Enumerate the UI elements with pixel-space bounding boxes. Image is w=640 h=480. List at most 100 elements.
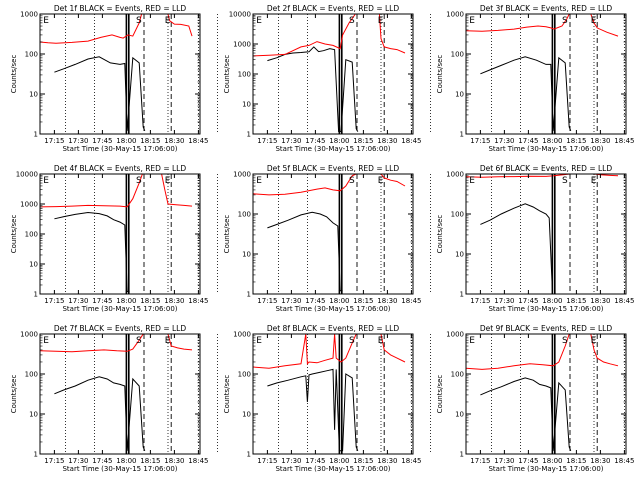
series-line-lld bbox=[252, 173, 406, 196]
x-tick-label: 18:30 bbox=[377, 297, 397, 305]
annotation-label: S bbox=[349, 16, 355, 26]
x-tick-label: 18:45 bbox=[401, 457, 421, 465]
series-line-lld bbox=[39, 173, 193, 208]
annotation-label: S bbox=[562, 176, 568, 186]
plot-frame bbox=[252, 13, 414, 135]
y-tick-label: 1 bbox=[247, 451, 251, 459]
x-axis-label: Start Time (30-May-15 17:06:00) bbox=[275, 305, 390, 313]
series-line-events bbox=[54, 376, 146, 451]
y-tick-label: 1000 bbox=[233, 41, 251, 49]
chart-title: Det 8f BLACK = Events, RED = LLD bbox=[267, 324, 400, 333]
x-tick-label: 17:45 bbox=[305, 457, 325, 465]
y-tick-label: 10 bbox=[455, 251, 464, 259]
y-tick-label: 1 bbox=[247, 131, 251, 139]
chart-title: Det 5f BLACK = Events, RED = LLD bbox=[267, 164, 400, 173]
y-axis-label: Counts/sec bbox=[10, 55, 18, 94]
y-axis-label: Counts/sec bbox=[223, 215, 231, 254]
y-tick-label: 100 bbox=[451, 371, 464, 379]
x-tick-label: 18:45 bbox=[401, 297, 421, 305]
annotation-label: E bbox=[591, 16, 597, 26]
annotation-label: E bbox=[469, 16, 475, 26]
y-tick-label: 1000 bbox=[446, 331, 464, 339]
x-tick-label: 18:15 bbox=[140, 137, 160, 145]
x-axis-label: Start Time (30-May-15 17:06:00) bbox=[62, 145, 177, 153]
x-axis-label: Start Time (30-May-15 17:06:00) bbox=[275, 465, 390, 473]
y-tick-label: 100 bbox=[451, 51, 464, 59]
y-tick-label: 10 bbox=[242, 101, 251, 109]
y-axis-label: Counts/sec bbox=[223, 55, 231, 94]
y-tick-label: 10 bbox=[455, 91, 464, 99]
y-tick-label: 100 bbox=[25, 231, 38, 239]
x-tick-label: 17:15 bbox=[44, 137, 64, 145]
plot-frame bbox=[465, 333, 627, 455]
x-tick-label: 17:45 bbox=[92, 137, 112, 145]
series-line-lld bbox=[39, 13, 193, 44]
x-tick-label: 18:15 bbox=[353, 137, 373, 145]
x-tick-label: 18:15 bbox=[566, 297, 586, 305]
plot-frame bbox=[252, 333, 414, 455]
x-tick-label: 17:45 bbox=[518, 137, 538, 145]
x-axis-label: Start Time (30-May-15 17:06:00) bbox=[62, 465, 177, 473]
x-tick-label: 18:30 bbox=[164, 137, 184, 145]
x-axis-label: Start Time (30-May-15 17:06:00) bbox=[488, 145, 603, 153]
series-line-events bbox=[480, 377, 572, 451]
annotation-label: E bbox=[43, 176, 49, 186]
y-tick-label: 1000 bbox=[20, 11, 38, 19]
annotation-label: E bbox=[378, 16, 384, 26]
annotation-label: S bbox=[562, 336, 568, 346]
x-tick-label: 18:15 bbox=[353, 457, 373, 465]
x-tick-label: 18:00 bbox=[329, 457, 349, 465]
x-tick-label: 17:30 bbox=[494, 457, 514, 465]
annotation-label: E bbox=[165, 16, 171, 26]
chart-title: Det 1f BLACK = Events, RED = LLD bbox=[54, 4, 187, 13]
annotation-label: E bbox=[165, 336, 171, 346]
y-tick-label: 10 bbox=[242, 411, 251, 419]
series-line-lld bbox=[465, 13, 619, 37]
annotation-label: S bbox=[136, 176, 142, 186]
y-tick-label: 1000 bbox=[20, 331, 38, 339]
x-tick-label: 17:45 bbox=[92, 457, 112, 465]
chart-panel-9: Det 9f BLACK = Events, RED = LLD E S E 1 10 10… bbox=[436, 324, 634, 473]
x-tick-label: 18:15 bbox=[140, 297, 160, 305]
chart-panel-5: Det 5f BLACK = Events, RED = LLD E S E 1 10 10… bbox=[223, 164, 432, 313]
x-tick-label: 17:45 bbox=[305, 137, 325, 145]
y-tick-label: 10000 bbox=[229, 11, 251, 19]
y-tick-label: 1 bbox=[460, 131, 464, 139]
x-tick-label: 17:15 bbox=[257, 137, 277, 145]
chart-panel-3: Det 3f BLACK = Events, RED = LLD E S E 1 10 10… bbox=[436, 4, 634, 153]
plot-frame bbox=[39, 173, 201, 295]
chart-title: Det 2f BLACK = Events, RED = LLD bbox=[267, 4, 400, 13]
x-tick-label: 18:00 bbox=[542, 297, 562, 305]
x-tick-label: 18:45 bbox=[614, 137, 634, 145]
y-tick-label: 100 bbox=[238, 71, 251, 79]
x-axis-label: Start Time (30-May-15 17:06:00) bbox=[488, 305, 603, 313]
y-tick-label: 10 bbox=[29, 411, 38, 419]
x-tick-label: 17:15 bbox=[470, 137, 490, 145]
chart-title: Det 7f BLACK = Events, RED = LLD bbox=[54, 324, 187, 333]
x-tick-label: 17:45 bbox=[92, 297, 112, 305]
annotation-label: E bbox=[591, 336, 597, 346]
x-tick-label: 18:30 bbox=[164, 297, 184, 305]
annotation-label: E bbox=[256, 336, 262, 346]
x-tick-label: 18:45 bbox=[614, 297, 634, 305]
x-tick-label: 17:30 bbox=[281, 457, 301, 465]
x-tick-label: 18:45 bbox=[614, 457, 634, 465]
chart-panel-7: Det 7f BLACK = Events, RED = LLD E S E 1 10 10… bbox=[10, 324, 219, 473]
x-tick-label: 18:15 bbox=[353, 297, 373, 305]
y-tick-label: 1 bbox=[34, 131, 38, 139]
chart-title: Det 6f BLACK = Events, RED = LLD bbox=[480, 164, 613, 173]
annotation-label: S bbox=[136, 16, 142, 26]
y-tick-label: 10 bbox=[242, 251, 251, 259]
x-tick-label: 17:15 bbox=[257, 457, 277, 465]
x-tick-label: 17:15 bbox=[257, 297, 277, 305]
x-tick-label: 18:45 bbox=[401, 137, 421, 145]
x-tick-label: 18:15 bbox=[566, 457, 586, 465]
plot-frame bbox=[465, 13, 627, 135]
series-line-events bbox=[267, 46, 359, 133]
y-axis-label: Counts/sec bbox=[10, 215, 18, 254]
x-tick-label: 18:45 bbox=[188, 297, 208, 305]
x-tick-label: 17:45 bbox=[305, 297, 325, 305]
y-tick-label: 1000 bbox=[446, 11, 464, 19]
y-tick-label: 10 bbox=[29, 91, 38, 99]
